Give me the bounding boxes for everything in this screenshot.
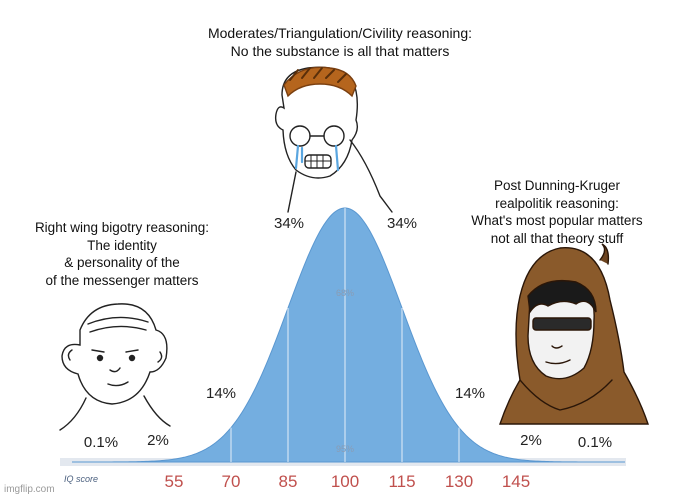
caption-right-line: realpolitik reasoning: bbox=[495, 195, 619, 211]
tick-labels: 55 70 85 100 115 130 145 bbox=[165, 472, 531, 491]
caption-left-line: Right wing bigotry reasoning: bbox=[34, 220, 210, 235]
tick-label: 100 bbox=[331, 472, 359, 491]
caption-right-line: Post Dunning-Kruger bbox=[493, 178, 621, 193]
tick-label: 85 bbox=[279, 472, 298, 491]
wojak-face-icon bbox=[59, 303, 171, 431]
axis-label: IQ score bbox=[64, 474, 98, 484]
inner-label-95: 95% bbox=[336, 444, 354, 454]
tick-label: 55 bbox=[165, 472, 184, 491]
pct-right-2: 2% bbox=[520, 432, 542, 449]
caption-right-line: not all that theory stuff bbox=[490, 230, 624, 246]
caption-top-line: No the substance is all that matters bbox=[230, 43, 450, 59]
inner-label-68: 68% bbox=[336, 288, 354, 298]
pct-left-2: 2% bbox=[147, 432, 169, 449]
caption-left-line: & personality of the bbox=[64, 255, 180, 270]
tick-label: 115 bbox=[388, 472, 415, 491]
sd-lines bbox=[230, 208, 460, 462]
pct-right-34: 34% bbox=[387, 215, 417, 232]
tick-label: 130 bbox=[445, 472, 473, 491]
pct-left-14: 14% bbox=[206, 385, 236, 402]
tick-label: 70 bbox=[222, 472, 241, 491]
crying-nerd-face-icon bbox=[274, 66, 393, 213]
caption-left: Right wing bigotry reasoning: The identi… bbox=[12, 219, 232, 289]
tick-label: 145 bbox=[502, 472, 530, 491]
caption-top-line: Moderates/Triangulation/Civility reasoni… bbox=[207, 25, 473, 41]
watermark: imgflip.com bbox=[4, 484, 55, 495]
pct-far-left: 0.1% bbox=[84, 434, 118, 451]
bell-curve bbox=[72, 207, 625, 463]
hooded-figure-icon bbox=[499, 243, 649, 425]
caption-left-line: The identity bbox=[87, 237, 157, 253]
caption-right: Post Dunning-Kruger realpolitik reasonin… bbox=[452, 177, 662, 247]
caption-left-line: of the messenger matters bbox=[45, 272, 199, 288]
caption-right-line: What's most popular matters bbox=[471, 213, 643, 228]
caption-top: Moderates/Triangulation/Civility reasoni… bbox=[150, 24, 530, 60]
pct-right-14: 14% bbox=[455, 385, 485, 402]
pct-left-34: 34% bbox=[274, 215, 304, 232]
pct-far-right: 0.1% bbox=[578, 434, 612, 451]
